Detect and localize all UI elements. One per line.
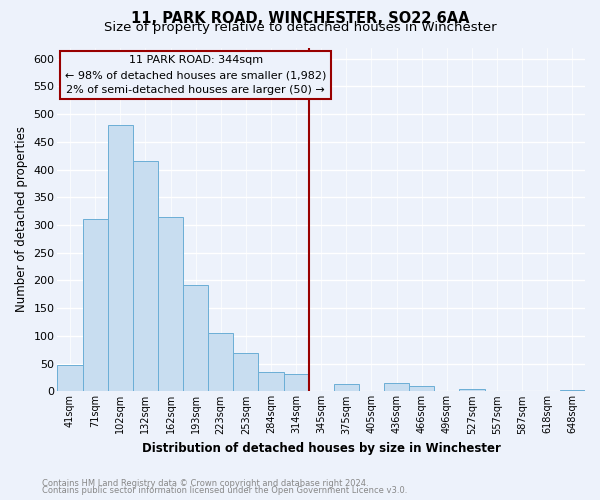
Bar [409, 386, 434, 392]
Bar [208, 333, 233, 392]
Text: Size of property relative to detached houses in Winchester: Size of property relative to detached ho… [104, 21, 496, 34]
Bar [58, 366, 83, 392]
Text: Contains HM Land Registry data © Crown copyright and database right 2024.: Contains HM Land Registry data © Crown c… [42, 478, 368, 488]
Bar [284, 374, 308, 392]
Y-axis label: Number of detached properties: Number of detached properties [15, 126, 28, 312]
Bar [233, 353, 259, 392]
Bar [384, 383, 409, 392]
Bar [334, 384, 359, 392]
Bar [133, 161, 158, 392]
Text: 11 PARK ROAD: 344sqm
← 98% of detached houses are smaller (1,982)
2% of semi-det: 11 PARK ROAD: 344sqm ← 98% of detached h… [65, 56, 326, 95]
Bar [259, 372, 284, 392]
Bar [83, 219, 108, 392]
Text: 11, PARK ROAD, WINCHESTER, SO22 6AA: 11, PARK ROAD, WINCHESTER, SO22 6AA [131, 11, 469, 26]
Bar [560, 390, 585, 392]
Text: Contains public sector information licensed under the Open Government Licence v3: Contains public sector information licen… [42, 486, 407, 495]
Bar [460, 389, 485, 392]
Bar [158, 216, 183, 392]
Bar [183, 285, 208, 392]
X-axis label: Distribution of detached houses by size in Winchester: Distribution of detached houses by size … [142, 442, 500, 455]
Bar [108, 125, 133, 392]
